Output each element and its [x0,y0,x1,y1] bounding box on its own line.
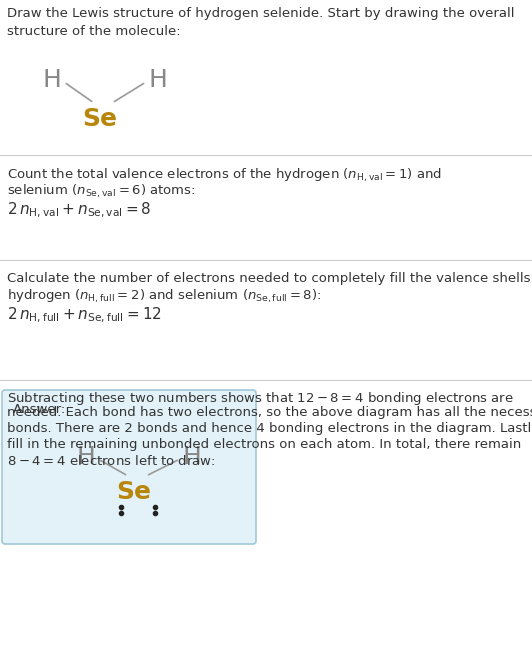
Text: selenium ($n_{\mathrm{Se,val}} = 6$) atoms:: selenium ($n_{\mathrm{Se,val}} = 6$) ato… [7,183,196,200]
FancyBboxPatch shape [2,390,256,544]
Text: $2\,n_{\mathrm{H,val}} + n_{\mathrm{Se,val}} = 8$: $2\,n_{\mathrm{H,val}} + n_{\mathrm{Se,v… [7,201,152,220]
Text: bonds. There are 2 bonds and hence 4 bonding electrons in the diagram. Lastly,: bonds. There are 2 bonds and hence 4 bon… [7,422,532,435]
Text: H: H [43,68,61,92]
Text: Subtracting these two numbers shows that $12 - 8 = 4$ bonding electrons are: Subtracting these two numbers shows that… [7,390,514,407]
Text: H: H [148,68,168,92]
Text: H: H [182,445,202,469]
Text: H: H [77,445,95,469]
Text: Se: Se [82,107,118,131]
Text: Count the total valence electrons of the hydrogen ($n_{\mathrm{H,val}} = 1$) and: Count the total valence electrons of the… [7,167,442,184]
Text: needed. Each bond has two electrons, so the above diagram has all the necessary: needed. Each bond has two electrons, so … [7,406,532,419]
Text: fill in the remaining unbonded electrons on each atom. In total, there remain: fill in the remaining unbonded electrons… [7,438,521,451]
Text: Draw the Lewis structure of hydrogen selenide. Start by drawing the overall
stru: Draw the Lewis structure of hydrogen sel… [7,7,514,38]
Text: $2\,n_{\mathrm{H,full}} + n_{\mathrm{Se,full}} = 12$: $2\,n_{\mathrm{H,full}} + n_{\mathrm{Se,… [7,306,162,325]
Text: Calculate the number of electrons needed to completely fill the valence shells f: Calculate the number of electrons needed… [7,272,532,285]
Text: Answer:: Answer: [13,403,66,416]
Text: Se: Se [117,480,152,504]
Text: $8 - 4 = 4$ electrons left to draw:: $8 - 4 = 4$ electrons left to draw: [7,454,215,468]
Text: hydrogen ($n_{\mathrm{H,full}} = 2$) and selenium ($n_{\mathrm{Se,full}} = 8$):: hydrogen ($n_{\mathrm{H,full}} = 2$) and… [7,288,321,305]
